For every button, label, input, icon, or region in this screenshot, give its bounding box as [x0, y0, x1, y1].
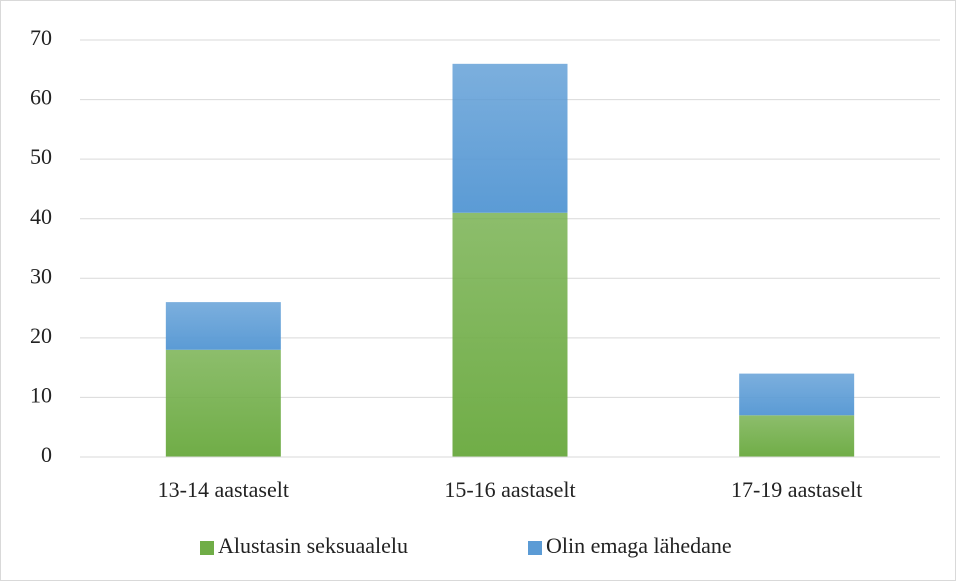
bar-segment — [739, 415, 855, 457]
legend-swatch — [528, 541, 542, 555]
y-tick-label: 50 — [30, 144, 52, 169]
y-tick-label: 70 — [30, 25, 52, 50]
y-tick-label: 0 — [41, 442, 52, 467]
y-tick-label: 20 — [30, 323, 52, 348]
bar-segment — [452, 63, 568, 213]
y-tick-label: 40 — [30, 204, 52, 229]
y-tick-label: 30 — [30, 263, 52, 288]
x-tick-label: 17-19 aastaselt — [731, 477, 862, 502]
x-tick-label: 15-16 aastaselt — [444, 477, 575, 502]
bar-segment — [165, 302, 281, 350]
bar-segment — [739, 373, 855, 416]
y-tick-label: 60 — [30, 85, 52, 110]
legend-label: Alustasin seksuaalelu — [218, 533, 408, 558]
x-tick-label: 13-14 aastaselt — [158, 477, 289, 502]
legend-label: Olin emaga lähedane — [546, 533, 732, 558]
y-tick-label: 10 — [30, 382, 52, 407]
legend-swatch — [200, 541, 214, 555]
bar-segment — [452, 212, 568, 457]
bar-segment — [165, 349, 281, 457]
